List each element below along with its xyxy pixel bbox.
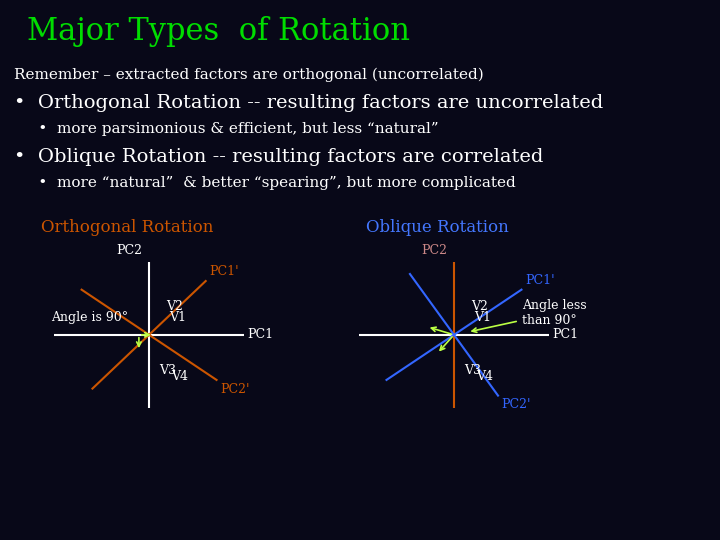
- Text: V4: V4: [477, 370, 493, 383]
- Text: PC2: PC2: [421, 244, 447, 256]
- Text: •  more parsimonious & efficient, but less “natural”: • more parsimonious & efficient, but les…: [14, 122, 438, 136]
- Text: PC1: PC1: [248, 328, 274, 341]
- Text: V1: V1: [169, 311, 186, 324]
- Text: Orthogonal Rotation: Orthogonal Rotation: [40, 219, 213, 235]
- Text: Major Types  of Rotation: Major Types of Rotation: [27, 16, 410, 47]
- Text: Angle less
than 90°: Angle less than 90°: [472, 299, 586, 332]
- Text: PC1: PC1: [552, 328, 578, 341]
- Text: Oblique Rotation: Oblique Rotation: [366, 219, 508, 235]
- Text: PC1': PC1': [525, 274, 554, 287]
- Text: Angle is 90°: Angle is 90°: [51, 311, 128, 324]
- Text: •  Orthogonal Rotation -- resulting factors are uncorrelated: • Orthogonal Rotation -- resulting facto…: [14, 94, 603, 112]
- Text: PC2': PC2': [220, 383, 249, 396]
- Text: •  more “natural”  & better “spearing”, but more complicated: • more “natural” & better “spearing”, bu…: [14, 176, 516, 190]
- Text: V3: V3: [159, 364, 176, 377]
- Text: PC2': PC2': [501, 399, 531, 411]
- Text: PC1': PC1': [209, 265, 239, 278]
- Text: Remember – extracted factors are orthogonal (uncorrelated): Remember – extracted factors are orthogo…: [14, 68, 483, 82]
- Text: V3: V3: [464, 364, 481, 377]
- Text: V1: V1: [474, 311, 491, 324]
- Text: V2: V2: [166, 300, 183, 313]
- Text: V2: V2: [471, 300, 488, 313]
- Text: PC2: PC2: [117, 244, 143, 256]
- Text: •  Oblique Rotation -- resulting factors are correlated: • Oblique Rotation -- resulting factors …: [14, 148, 543, 166]
- Text: V4: V4: [171, 370, 189, 383]
